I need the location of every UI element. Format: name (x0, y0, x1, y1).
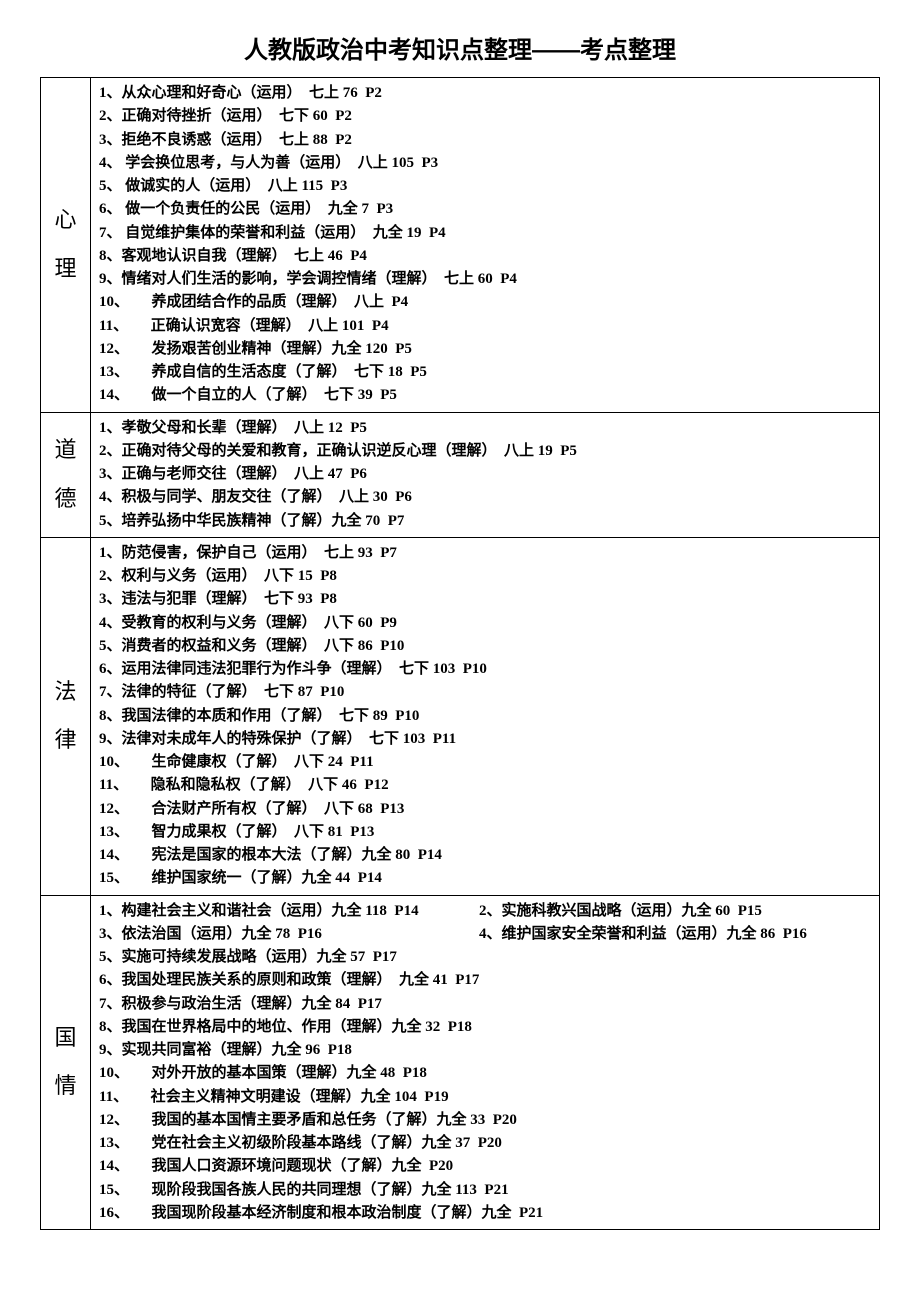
list-item: 1、孝敬父母和长辈（理解） 八上 12 P5 (99, 417, 871, 440)
category-char: 法 (54, 668, 76, 716)
list-item: 14、 做一个自立的人（了解） 七下 39 P5 (99, 384, 871, 407)
category-cell: 心理 (41, 78, 91, 413)
category-char: 国 (54, 1014, 76, 1062)
list-item: 7、法律的特征（了解） 七下 87 P10 (99, 681, 871, 704)
list-item: 10、 养成团结合作的品质（理解） 八上 P4 (99, 291, 871, 314)
category-char: 律 (54, 716, 76, 764)
list-item: 12、 合法财产所有权（了解） 八下 68 P13 (99, 798, 871, 821)
category-char: 情 (54, 1062, 76, 1110)
list-item: 7、积极参与政治生活（理解）九全 84 P17 (99, 993, 871, 1016)
list-item: 13、 党在社会主义初级阶段基本路线（了解）九全 37 P20 (99, 1132, 871, 1155)
list-item: 1、构建社会主义和谐社会（运用）九全 118 P14 (99, 900, 479, 923)
list-item: 9、法律对未成年人的特殊保护（了解） 七下 103 P11 (99, 728, 871, 751)
list-item: 1、从众心理和好奇心（运用） 七上 76 P2 (99, 82, 871, 105)
list-item: 8、我国在世界格局中的地位、作用（理解）九全 32 P18 (99, 1016, 871, 1039)
list-item: 11、 隐私和隐私权（了解） 八下 46 P12 (99, 774, 871, 797)
list-item: 2、实施科教兴国战略（运用）九全 60 P15 (479, 900, 762, 923)
list-item: 12、 发扬艰苦创业精神（理解）九全 120 P5 (99, 338, 871, 361)
list-item: 13、 智力成果权（了解） 八下 81 P13 (99, 821, 871, 844)
category-cell: 法律 (41, 537, 91, 895)
list-item: 6、 做一个负责任的公民（运用） 九全 7 P3 (99, 198, 871, 221)
list-item: 2、正确对待父母的关爱和教育，正确认识逆反心理（理解） 八上 19 P5 (99, 440, 871, 463)
list-item: 7、 自觉维护集体的荣誉和利益（运用） 九全 19 P4 (99, 222, 871, 245)
content-cell: 1、防范侵害，保护自己（运用） 七上 93 P72、权利与义务（运用） 八下 1… (91, 537, 880, 895)
category-char: 理 (54, 245, 76, 293)
category-char: 德 (54, 475, 76, 523)
list-item: 12、 我国的基本国情主要矛盾和总任务（了解）九全 33 P20 (99, 1109, 871, 1132)
list-item: 5、培养弘扬中华民族精神（了解）九全 70 P7 (99, 510, 871, 533)
content-cell: 1、构建社会主义和谐社会（运用）九全 118 P142、实施科教兴国战略（运用）… (91, 895, 880, 1230)
list-item: 9、情绪对人们生活的影响，学会调控情绪（理解） 七上 60 P4 (99, 268, 871, 291)
list-item: 14、 我国人口资源环境问题现状（了解）九全 P20 (99, 1155, 871, 1178)
list-item: 10、 对外开放的基本国策（理解）九全 48 P18 (99, 1062, 871, 1085)
list-item: 5、消费者的权益和义务（理解） 八下 86 P10 (99, 635, 871, 658)
category-cell: 道德 (41, 412, 91, 537)
list-item: 1、防范侵害，保护自己（运用） 七上 93 P7 (99, 542, 871, 565)
list-item: 3、违法与犯罪（理解） 七下 93 P8 (99, 588, 871, 611)
main-table: 心理1、从众心理和好奇心（运用） 七上 76 P22、正确对待挫折（运用） 七下… (40, 77, 880, 1230)
list-item: 11、 正确认识宽容（理解） 八上 101 P4 (99, 315, 871, 338)
category-cell: 国情 (41, 895, 91, 1230)
list-item: 4、受教育的权利与义务（理解） 八下 60 P9 (99, 612, 871, 635)
list-item: 11、 社会主义精神文明建设（理解）九全 104 P19 (99, 1086, 871, 1109)
list-item: 8、我国法律的本质和作用（了解） 七下 89 P10 (99, 705, 871, 728)
list-item: 10、 生命健康权（了解） 八下 24 P11 (99, 751, 871, 774)
list-item: 3、拒绝不良诱惑（运用） 七上 88 P2 (99, 129, 871, 152)
list-item: 15、 维护国家统一（了解）九全 44 P14 (99, 867, 871, 890)
list-item: 5、 做诚实的人（运用） 八上 115 P3 (99, 175, 871, 198)
list-item: 6、我国处理民族关系的原则和政策（理解） 九全 41 P17 (99, 969, 871, 992)
list-item: 4、积极与同学、朋友交往（了解） 八上 30 P6 (99, 486, 871, 509)
list-item: 3、依法治国（运用）九全 78 P16 (99, 923, 479, 946)
list-item: 6、运用法律同违法犯罪行为作斗争（理解） 七下 103 P10 (99, 658, 871, 681)
list-item: 16、 我国现阶段基本经济制度和根本政治制度（了解）九全 P21 (99, 1202, 871, 1225)
content-cell: 1、孝敬父母和长辈（理解） 八上 12 P52、正确对待父母的关爱和教育，正确认… (91, 412, 880, 537)
list-item: 2、正确对待挫折（运用） 七下 60 P2 (99, 105, 871, 128)
list-item: 2、权利与义务（运用） 八下 15 P8 (99, 565, 871, 588)
list-item: 4、维护国家安全荣誉和利益（运用）九全 86 P16 (479, 923, 807, 946)
category-char: 心 (54, 196, 76, 244)
list-item: 9、实现共同富裕（理解）九全 96 P18 (99, 1039, 871, 1062)
list-item: 8、客观地认识自我（理解） 七上 46 P4 (99, 245, 871, 268)
list-item: 4、 学会换位思考，与人为善（运用） 八上 105 P3 (99, 152, 871, 175)
list-item: 14、 宪法是国家的根本大法（了解）九全 80 P14 (99, 844, 871, 867)
list-item: 15、 现阶段我国各族人民的共同理想（了解）九全 113 P21 (99, 1179, 871, 1202)
content-cell: 1、从众心理和好奇心（运用） 七上 76 P22、正确对待挫折（运用） 七下 6… (91, 78, 880, 413)
category-char: 道 (54, 426, 76, 474)
list-item: 5、实施可持续发展战略（运用）九全 57 P17 (99, 946, 871, 969)
page-title: 人教版政治中考知识点整理——考点整理 (40, 30, 880, 65)
list-item: 13、 养成自信的生活态度（了解） 七下 18 P5 (99, 361, 871, 384)
list-item: 3、正确与老师交往（理解） 八上 47 P6 (99, 463, 871, 486)
